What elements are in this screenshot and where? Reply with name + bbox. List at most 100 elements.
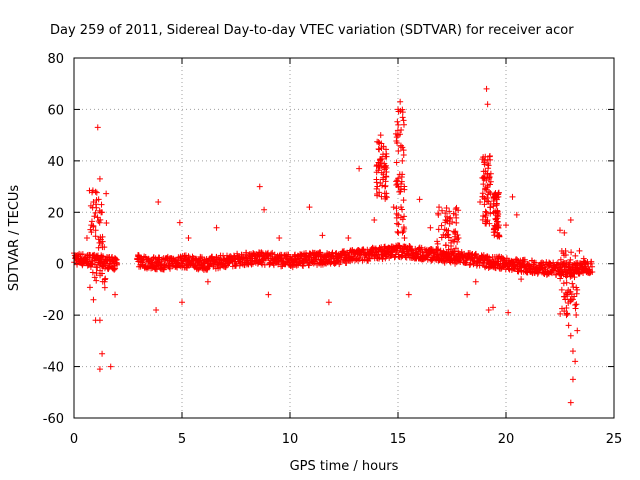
data-point <box>534 270 541 277</box>
data-point <box>87 226 94 233</box>
data-point <box>89 204 96 211</box>
data-point <box>94 124 101 131</box>
data-point <box>518 276 525 283</box>
data-point <box>557 262 564 269</box>
data-point <box>564 293 571 300</box>
data-point <box>567 298 574 305</box>
data-point <box>486 188 493 195</box>
data-point <box>476 262 483 269</box>
data-point <box>99 209 106 216</box>
data-point <box>356 165 363 172</box>
data-point <box>455 248 462 255</box>
data-point <box>503 222 509 229</box>
data-point <box>494 209 501 216</box>
data-point <box>452 245 459 252</box>
data-point <box>558 286 565 293</box>
data-point <box>393 205 400 212</box>
data-point <box>495 189 502 196</box>
data-point <box>398 185 405 192</box>
data-point <box>268 250 275 257</box>
data-point <box>167 265 174 272</box>
data-point <box>438 222 445 229</box>
data-point <box>399 206 406 213</box>
data-point <box>306 204 313 211</box>
data-point <box>575 270 582 277</box>
data-point <box>480 193 487 200</box>
data-point <box>376 146 383 153</box>
data-point <box>91 213 98 220</box>
data-point <box>401 235 408 241</box>
data-point <box>447 214 454 221</box>
data-point <box>495 232 502 239</box>
x-tick-label: 25 <box>606 432 623 447</box>
data-point <box>101 284 108 291</box>
data-point <box>96 366 103 373</box>
data-point <box>383 194 390 201</box>
data-point <box>487 178 494 185</box>
data-point <box>397 98 404 105</box>
data-point <box>569 348 576 355</box>
data-point <box>99 270 106 277</box>
data-points <box>71 85 596 406</box>
data-point <box>434 252 441 259</box>
y-tick-label: 40 <box>47 155 64 170</box>
data-point <box>96 317 103 324</box>
data-point <box>446 255 453 262</box>
data-point <box>236 262 243 269</box>
data-point <box>92 233 99 240</box>
data-point <box>388 252 395 259</box>
data-point <box>452 211 459 218</box>
data-point <box>373 169 380 176</box>
data-point <box>561 308 568 315</box>
data-point <box>483 85 490 92</box>
data-point <box>258 249 265 256</box>
y-tick-label: 60 <box>47 103 64 118</box>
data-point <box>375 145 382 152</box>
data-point <box>573 264 580 271</box>
data-point <box>390 204 397 211</box>
data-point <box>394 228 401 235</box>
data-point <box>394 118 401 125</box>
data-point <box>466 262 473 269</box>
data-point <box>562 290 569 297</box>
data-point <box>494 233 501 240</box>
data-point <box>381 164 388 171</box>
data-point <box>480 154 487 161</box>
data-point <box>319 232 326 239</box>
data-point <box>464 291 471 298</box>
data-point <box>99 350 106 357</box>
y-tick-label: 20 <box>47 206 64 221</box>
data-point <box>88 222 95 229</box>
data-point <box>96 219 103 226</box>
data-point <box>397 142 404 149</box>
data-point <box>399 114 406 121</box>
data-point <box>185 235 192 241</box>
data-point <box>102 275 109 282</box>
data-point <box>521 256 528 263</box>
data-point <box>452 253 459 260</box>
data-point <box>88 229 95 236</box>
data-point <box>490 203 497 210</box>
data-point <box>484 198 491 205</box>
data-point <box>490 229 497 236</box>
data-point <box>256 183 263 190</box>
data-point <box>94 264 101 271</box>
data-point <box>567 217 574 223</box>
data-point <box>101 278 108 285</box>
grid-lines <box>74 58 614 418</box>
data-point <box>398 173 405 180</box>
data-point <box>197 255 204 262</box>
data-point <box>400 117 407 124</box>
data-point <box>484 101 491 108</box>
data-point <box>572 252 579 259</box>
data-point <box>418 244 425 251</box>
data-point <box>270 262 277 269</box>
data-point <box>477 199 484 205</box>
data-point <box>325 299 332 306</box>
data-point <box>416 196 423 203</box>
data-point <box>243 249 250 256</box>
data-point <box>112 291 119 298</box>
data-point <box>490 195 497 202</box>
data-point <box>95 236 102 243</box>
data-point <box>399 229 406 236</box>
